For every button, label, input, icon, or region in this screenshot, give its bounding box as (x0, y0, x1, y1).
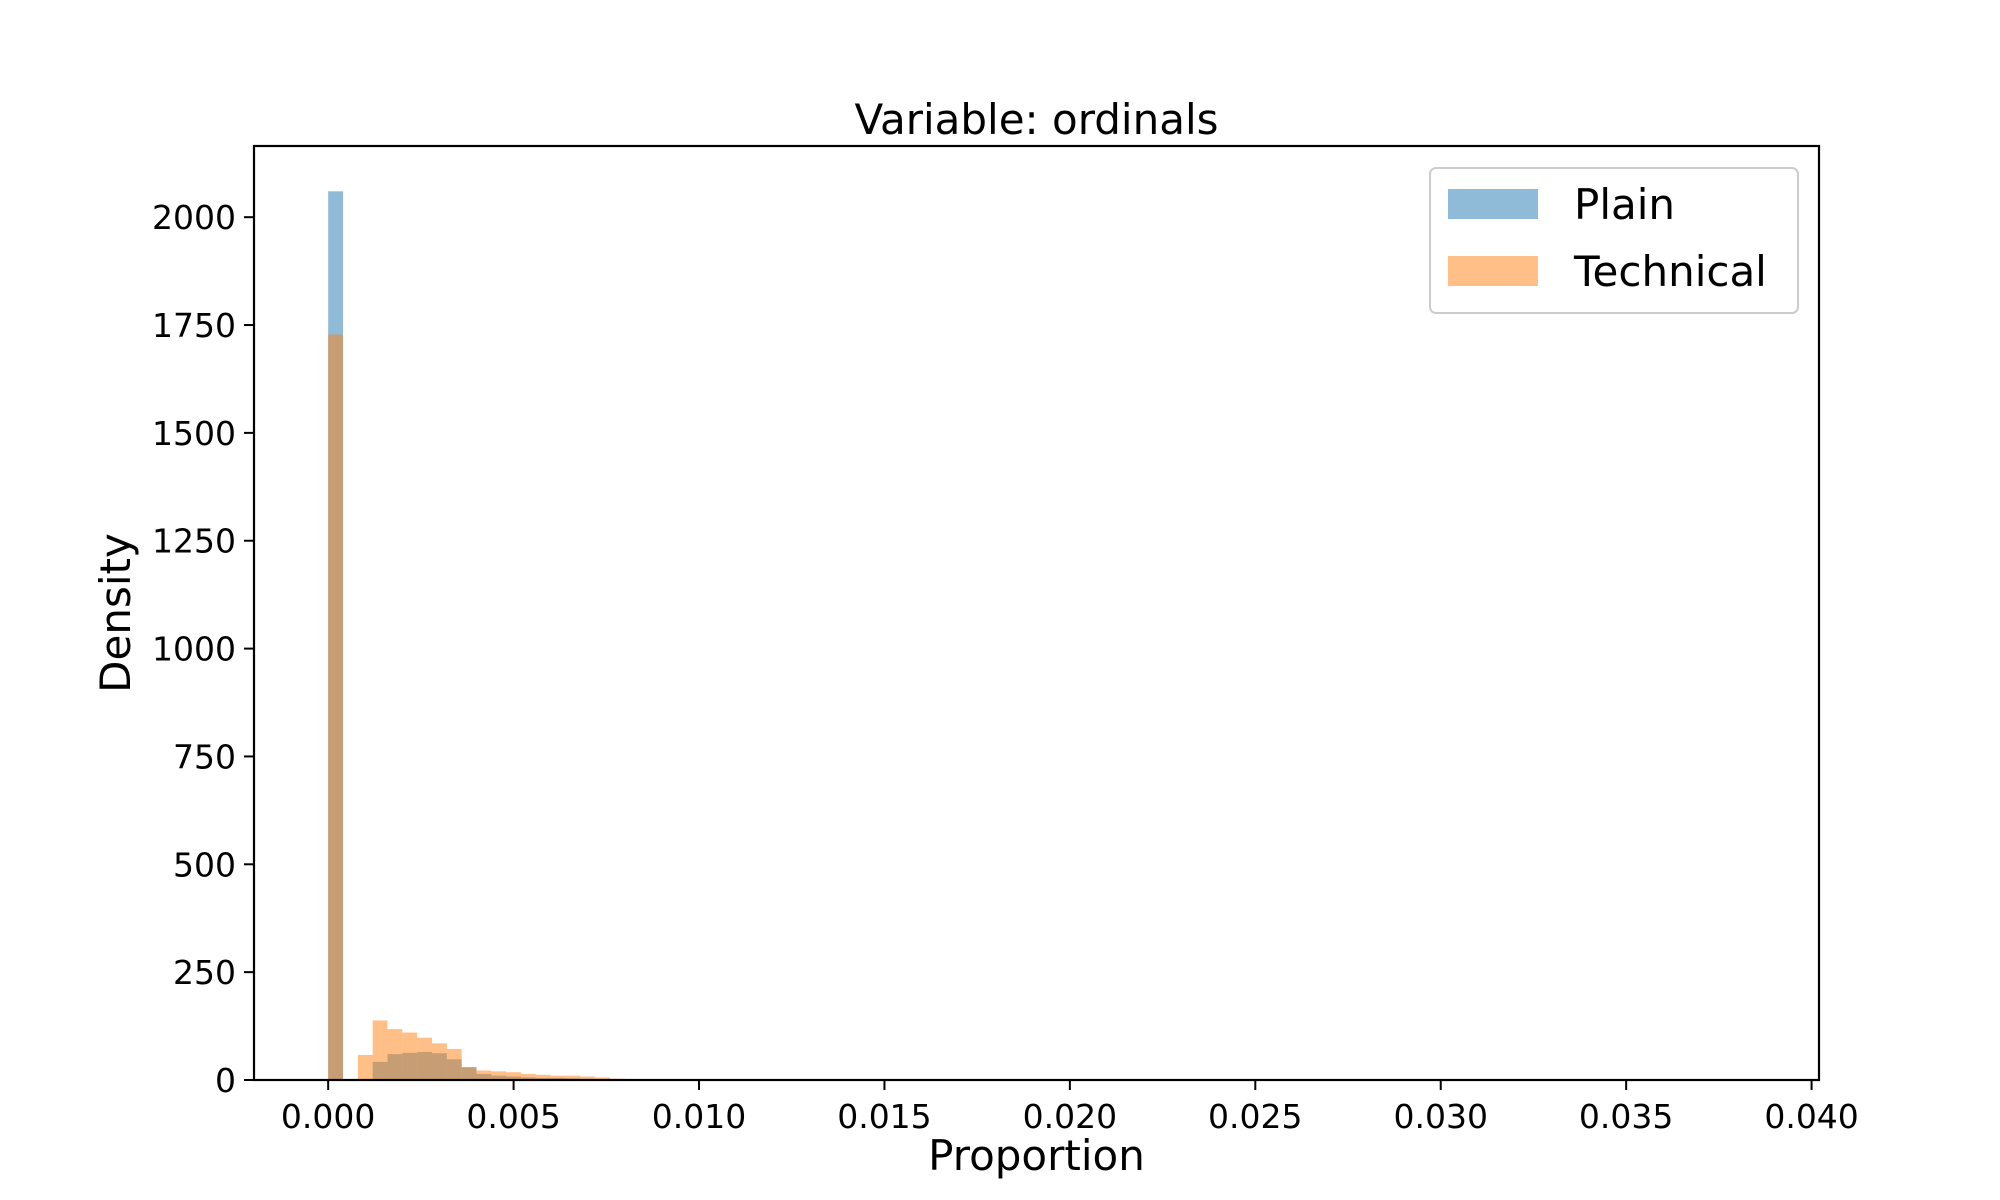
legend: Plain Technical (1429, 167, 1799, 314)
bar-technical-10 (491, 1071, 507, 1080)
bar-technical-2 (372, 1020, 388, 1080)
bar-technical-12 (521, 1073, 536, 1080)
y-tick-label-1: 250 (173, 953, 236, 992)
bar-technical-16 (580, 1076, 596, 1080)
x-tick-label-5: 0.025 (1208, 1097, 1302, 1136)
bar-technical-6 (432, 1043, 447, 1080)
x-axis: 0.000 0.005 0.010 0.015 0.020 0.025 0.030 0.035… (281, 1080, 1859, 1136)
legend-swatch-technical (1448, 256, 1538, 286)
x-axis-label: Proportion (928, 1131, 1145, 1180)
y-tick-label-7: 1750 (152, 306, 236, 345)
bar-technical-14 (550, 1075, 566, 1080)
legend-label-plain: Plain (1574, 180, 1675, 229)
plot-frame (252, 144, 1821, 1082)
bar-technical-7 (446, 1048, 462, 1080)
x-tick-label-0: 0.000 (281, 1097, 375, 1136)
bar-technical-5 (417, 1037, 433, 1080)
y-tick-label-4: 1000 (152, 630, 236, 669)
bar-technical-17 (595, 1077, 611, 1080)
y-tick-label-3: 750 (173, 737, 236, 776)
x-tick-label-3: 0.015 (837, 1097, 931, 1136)
bar-technical-4 (402, 1032, 418, 1080)
y-tick-label-2: 500 (173, 845, 236, 884)
legend-label-technical: Technical (1573, 247, 1767, 296)
x-tick-label-2: 0.010 (652, 1097, 746, 1136)
bar-technical-0 (328, 334, 343, 1080)
x-tick-label-6: 0.030 (1393, 1097, 1487, 1136)
x-tick-label-7: 0.035 (1579, 1097, 1673, 1136)
y-axis-label: Density (91, 533, 140, 693)
y-tick-label-0: 0 (215, 1061, 236, 1100)
bar-technical-8 (461, 1067, 477, 1080)
x-tick-label-4: 0.020 (1023, 1097, 1117, 1136)
bar-technical-13 (535, 1074, 551, 1080)
legend-swatch-plain (1448, 189, 1538, 219)
y-axis: 0 250 500 750 1000 1250 1500 1750 2000 (152, 198, 254, 1100)
y-tick-label-5: 1250 (152, 522, 236, 561)
x-tick-label-1: 0.005 (466, 1097, 560, 1136)
x-tick-label-8: 0.040 (1764, 1097, 1858, 1136)
y-tick-label-8: 2000 (152, 198, 236, 237)
bar-technical-1 (357, 1054, 373, 1080)
y-tick-label-6: 1500 (152, 414, 236, 453)
plot-bars (328, 191, 625, 1081)
chart-title: Variable: ordinals (854, 95, 1218, 144)
bar-technical-9 (476, 1070, 492, 1080)
bar-technical-11 (506, 1072, 522, 1080)
bar-technical-15 (565, 1075, 581, 1080)
bar-technical-3 (387, 1029, 403, 1080)
